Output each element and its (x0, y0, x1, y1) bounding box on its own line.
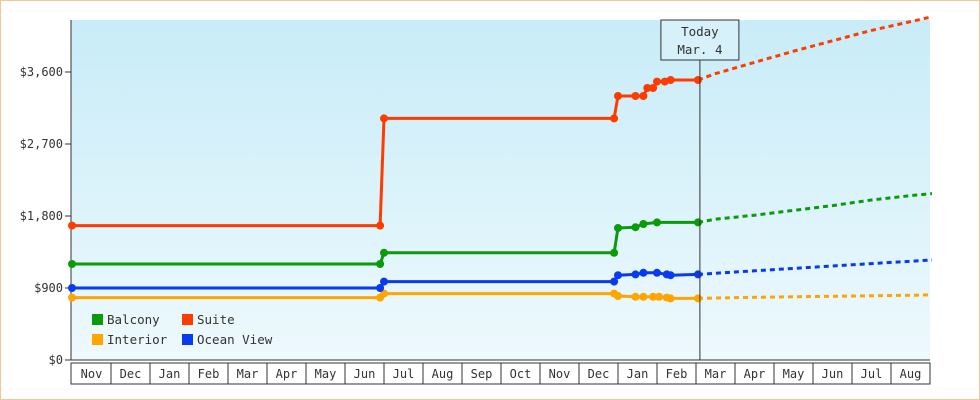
data-point (653, 268, 661, 277)
data-point (631, 292, 640, 301)
data-point (380, 114, 388, 123)
data-point (614, 224, 622, 232)
data-point (376, 284, 385, 292)
data-point (614, 292, 622, 300)
x-tick-label: Nov (549, 367, 571, 381)
data-point (639, 92, 648, 100)
data-point (639, 292, 648, 301)
data-point (68, 293, 76, 302)
y-tick-label: $3,600 (20, 65, 63, 79)
x-tick-label: Sep (471, 367, 493, 381)
legend-swatch-interior (92, 334, 103, 345)
axes: $0 $900 $1,800 $2,700 $3,600 Nov Dec Jan Feb Mar A… (20, 20, 931, 385)
legend-label-interior: Interior (107, 332, 168, 347)
series-balcony (68, 192, 933, 268)
data-point (649, 84, 658, 92)
x-tick-label: Jan (627, 367, 649, 381)
legend-swatch-suite (182, 314, 193, 325)
data-point (694, 270, 702, 279)
x-tick-label: Aug (432, 367, 454, 381)
y-tick-label: $0 (49, 353, 63, 367)
x-tick-label: Aug (900, 367, 922, 381)
data-point (610, 114, 619, 123)
data-point (694, 294, 702, 303)
data-point (68, 221, 76, 230)
data-point (68, 260, 76, 268)
forecast-line (697, 293, 933, 300)
x-tick-label: Jul (393, 367, 415, 381)
data-point (653, 77, 661, 86)
x-tick-label: Feb (198, 367, 220, 381)
x-tick-label: Oct (510, 367, 532, 381)
forecast-line (697, 192, 933, 224)
data-point (666, 271, 675, 280)
x-tick-label: Apr (744, 367, 766, 381)
x-tick-label: Dec (588, 367, 610, 381)
data-point (639, 268, 648, 277)
x-tick-label: May (783, 367, 805, 381)
legend: Balcony Suite Interior Ocean View (92, 312, 273, 347)
data-point (380, 289, 388, 298)
data-point (380, 277, 388, 286)
x-tick-label: Jan (159, 367, 181, 381)
today-marker: Today Mar. 4 (660, 19, 740, 360)
today-label: Today (681, 24, 719, 39)
y-tick-label: $2,700 (20, 137, 63, 151)
x-tick-label: May (315, 367, 337, 381)
today-label-box (660, 19, 740, 61)
data-point (631, 92, 640, 100)
data-point (643, 84, 652, 92)
forecast-line (697, 15, 933, 82)
x-tick-label: Nov (81, 367, 103, 381)
data-point (653, 218, 661, 227)
data-point (655, 292, 663, 301)
data-point (610, 248, 619, 257)
today-date: Mar. 4 (677, 42, 722, 57)
x-tick-label: Feb (666, 367, 688, 381)
data-point (68, 284, 76, 292)
data-point (614, 271, 622, 280)
data-point (610, 277, 619, 286)
y-tick-label: $900 (34, 281, 63, 295)
data-point (376, 221, 385, 230)
data-point (666, 294, 675, 303)
data-point (631, 270, 640, 279)
data-point (614, 92, 622, 100)
data-point (631, 223, 640, 232)
legend-label-suite: Suite (197, 312, 235, 327)
x-tick-label: Jul (861, 367, 883, 381)
x-tick-label: Jun (354, 367, 376, 381)
data-point (649, 292, 658, 301)
legend-swatch-ocean-view (182, 334, 193, 345)
data-point (639, 220, 648, 228)
legend-swatch-balcony (92, 314, 103, 325)
x-tick-label: Mar (705, 367, 727, 381)
legend-label-ocean-view: Ocean View (197, 332, 273, 347)
data-point (376, 260, 385, 268)
x-tick-label: Dec (120, 367, 142, 381)
data-point (666, 76, 675, 84)
x-tick-label: Mar (237, 367, 259, 381)
data-point (380, 248, 388, 257)
x-tick-label: Apr (276, 367, 298, 381)
y-tick-label: $1,800 (20, 209, 63, 223)
x-tick-label: Jun (822, 367, 844, 381)
data-point (694, 218, 702, 227)
data-point (694, 76, 702, 84)
forecast-line (697, 258, 933, 276)
plot-area (71, 20, 930, 360)
legend-label-balcony: Balcony (107, 312, 160, 327)
